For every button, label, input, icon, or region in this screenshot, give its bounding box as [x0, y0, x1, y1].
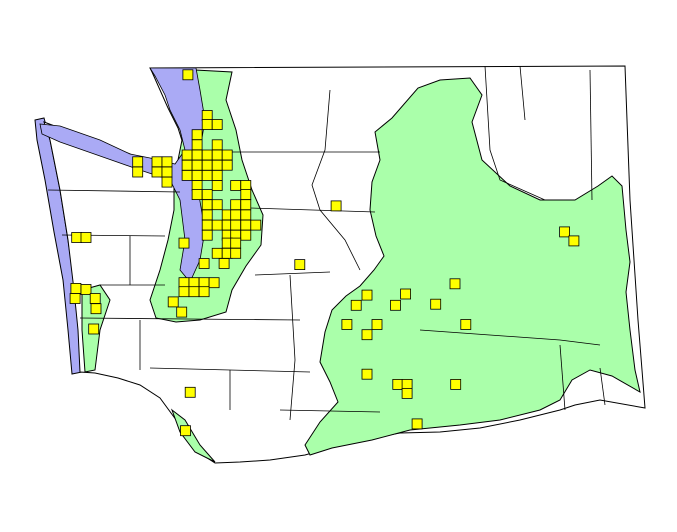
site-marker	[361, 289, 373, 301]
site-marker	[201, 209, 213, 221]
shaded-region-east	[304, 77, 641, 456]
site-marker	[294, 259, 306, 271]
site-marker	[167, 296, 179, 308]
site-marker	[188, 286, 200, 298]
site-marker	[201, 169, 213, 181]
site-marker	[71, 232, 83, 243]
site-marker	[230, 247, 242, 259]
site-marker	[240, 219, 252, 231]
site-marker	[90, 303, 102, 315]
site-marker	[201, 110, 213, 121]
site-marker	[411, 418, 423, 430]
site-marker	[211, 219, 223, 231]
site-marker	[191, 180, 203, 191]
site-marker	[230, 180, 242, 191]
site-marker	[221, 159, 233, 171]
site-marker	[176, 306, 188, 318]
site-marker	[70, 282, 82, 294]
site-marker	[211, 199, 223, 211]
site-marker	[230, 219, 242, 231]
site-marker	[221, 149, 233, 161]
site-marker	[151, 166, 163, 178]
site-marker	[201, 159, 213, 171]
site-marker	[211, 247, 223, 259]
site-marker	[211, 159, 223, 171]
site-marker	[201, 149, 213, 161]
site-marker	[181, 169, 193, 181]
site-marker	[181, 159, 193, 171]
site-marker	[161, 166, 173, 178]
site-marker	[230, 237, 242, 249]
site-marker	[361, 329, 373, 341]
site-marker	[178, 277, 190, 289]
site-marker	[401, 387, 413, 399]
site-marker	[240, 229, 252, 241]
site-marker	[178, 237, 190, 249]
site-marker	[191, 159, 203, 171]
site-marker	[132, 156, 144, 168]
site-marker	[390, 299, 401, 311]
site-marker	[341, 319, 353, 330]
site-marker	[240, 180, 252, 191]
site-marker	[240, 209, 252, 221]
site-marker	[250, 219, 262, 231]
site-marker	[198, 286, 210, 298]
site-marker	[430, 298, 442, 310]
marker-layer	[69, 69, 580, 437]
site-marker	[161, 176, 173, 188]
site-marker	[240, 199, 252, 211]
site-marker	[191, 149, 203, 161]
site-marker	[230, 209, 242, 221]
site-marker	[182, 69, 194, 81]
shaded-region-southwest	[170, 408, 216, 463]
site-marker	[211, 169, 223, 181]
site-marker	[80, 232, 92, 243]
site-marker	[460, 319, 472, 330]
site-marker	[201, 119, 213, 130]
site-marker	[178, 286, 190, 298]
site-marker	[181, 149, 193, 161]
site-marker	[151, 156, 163, 168]
site-marker	[88, 323, 100, 335]
site-marker	[450, 378, 462, 390]
site-marker	[191, 169, 203, 181]
site-marker	[392, 378, 404, 390]
site-marker	[330, 200, 342, 212]
site-marker	[184, 386, 196, 398]
site-marker	[191, 189, 203, 201]
site-marker	[89, 293, 101, 304]
site-marker	[180, 425, 191, 437]
site-marker	[211, 139, 223, 151]
site-marker	[240, 189, 252, 201]
site-marker	[449, 278, 461, 290]
site-marker	[211, 180, 223, 191]
site-marker	[211, 119, 223, 130]
site-marker	[218, 258, 230, 269]
site-marker	[211, 149, 223, 161]
site-marker	[161, 156, 173, 168]
site-marker	[401, 378, 413, 390]
site-marker	[208, 277, 220, 289]
site-marker	[198, 277, 210, 289]
site-marker	[188, 277, 200, 289]
site-marker	[350, 299, 362, 311]
site-marker	[191, 129, 203, 141]
site-marker	[230, 199, 242, 211]
site-marker	[80, 284, 92, 295]
site-marker	[361, 368, 373, 380]
site-marker	[201, 189, 213, 201]
site-marker	[69, 293, 81, 304]
site-marker	[201, 199, 213, 211]
site-marker	[400, 288, 412, 300]
site-marker	[201, 219, 213, 231]
site-marker	[201, 229, 213, 241]
site-marker	[371, 319, 383, 330]
site-marker	[559, 226, 570, 238]
site-marker	[132, 166, 144, 178]
site-marker	[191, 139, 203, 151]
site-marker	[198, 258, 210, 269]
site-marker	[568, 235, 580, 247]
